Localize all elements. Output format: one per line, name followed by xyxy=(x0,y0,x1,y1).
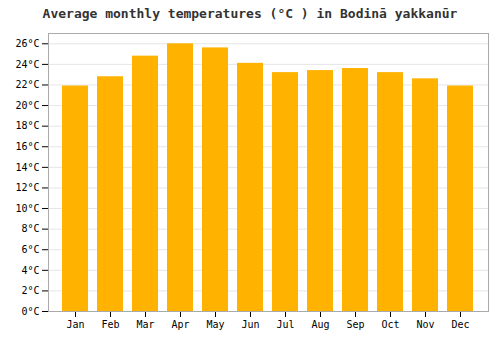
svg-text:Sep: Sep xyxy=(346,319,364,330)
svg-text:Mar: Mar xyxy=(136,319,154,330)
svg-text:10°C: 10°C xyxy=(15,203,39,214)
svg-text:May: May xyxy=(206,319,224,330)
svg-text:Dec: Dec xyxy=(451,319,469,330)
svg-text:Apr: Apr xyxy=(171,319,189,330)
svg-text:8°C: 8°C xyxy=(21,223,39,234)
svg-text:Aug: Aug xyxy=(311,319,329,330)
svg-text:6°C: 6°C xyxy=(21,244,39,255)
svg-text:Nov: Nov xyxy=(416,319,434,330)
svg-text:0°C: 0°C xyxy=(21,306,39,317)
svg-text:Jul: Jul xyxy=(276,319,294,330)
svg-text:20°C: 20°C xyxy=(15,100,39,111)
svg-text:4°C: 4°C xyxy=(21,265,39,276)
svg-text:22°C: 22°C xyxy=(15,79,39,90)
svg-text:Oct: Oct xyxy=(381,319,399,330)
svg-text:2°C: 2°C xyxy=(21,285,39,296)
svg-text:Jan: Jan xyxy=(66,319,84,330)
svg-text:18°C: 18°C xyxy=(15,120,39,131)
svg-text:12°C: 12°C xyxy=(15,182,39,193)
svg-text:Jun: Jun xyxy=(241,319,259,330)
svg-text:26°C: 26°C xyxy=(15,38,39,49)
svg-text:14°C: 14°C xyxy=(15,162,39,173)
svg-text:Feb: Feb xyxy=(101,319,119,330)
svg-text:24°C: 24°C xyxy=(15,59,39,70)
html-text:Average monthly temperatures (: Average monthly temperatures (°C ) in Bo… xyxy=(42,6,458,21)
svg-text:16°C: 16°C xyxy=(15,141,39,152)
